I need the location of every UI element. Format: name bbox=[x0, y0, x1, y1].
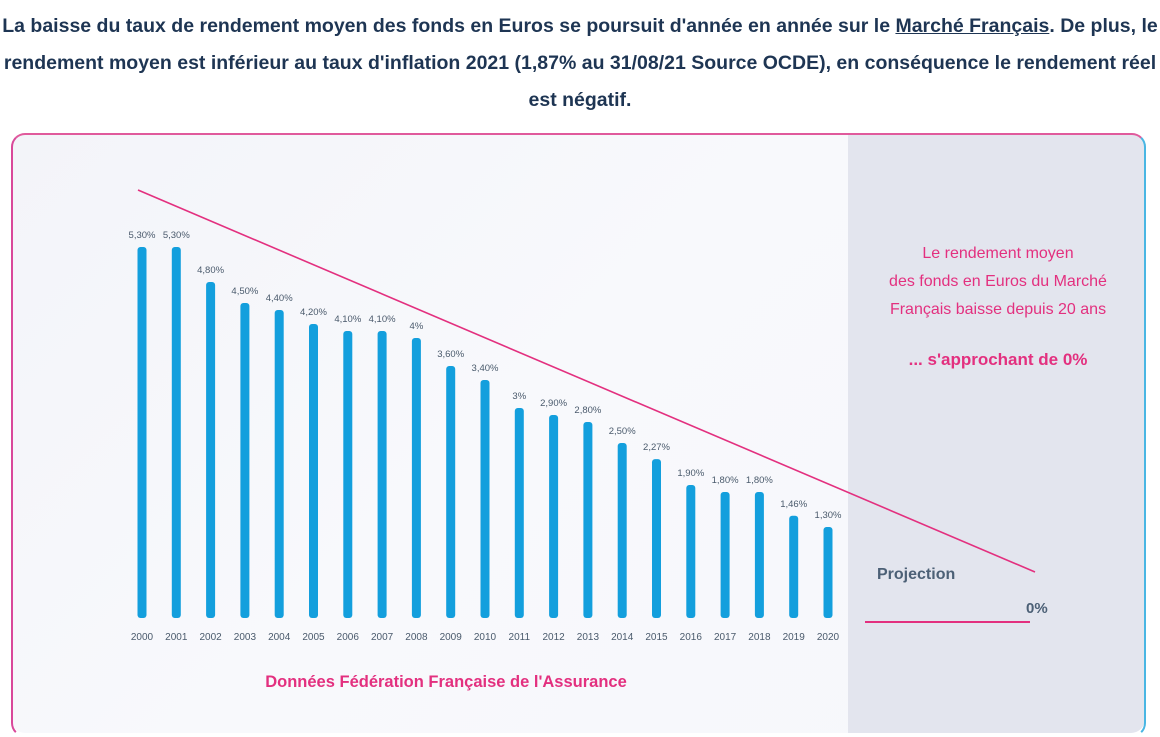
year-label-2019: 2019 bbox=[783, 632, 806, 643]
intro-text-part2: . De plus, le rendement moyen est inféri… bbox=[3, 15, 1158, 111]
bar-2011 bbox=[514, 408, 524, 618]
bar-2012 bbox=[549, 415, 559, 618]
side-text-line3: Français baisse depuis 20 ans bbox=[889, 301, 1107, 318]
bar-2002 bbox=[206, 282, 216, 618]
value-label-2014: 2,50% bbox=[609, 426, 636, 437]
value-label-2008: 4% bbox=[410, 321, 424, 332]
year-label-2015: 2015 bbox=[645, 632, 668, 643]
year-label-2007: 2007 bbox=[371, 632, 394, 643]
bar-2018 bbox=[754, 492, 764, 618]
year-label-2005: 2005 bbox=[302, 632, 325, 643]
bar-2013 bbox=[583, 422, 593, 618]
year-label-2001: 2001 bbox=[165, 632, 188, 643]
year-label-2018: 2018 bbox=[748, 632, 771, 643]
value-label-2001: 5,30% bbox=[163, 230, 190, 241]
bar-2001 bbox=[171, 247, 181, 618]
bar-2004 bbox=[274, 310, 284, 618]
value-label-2020: 1,30% bbox=[815, 510, 842, 521]
bar-2007 bbox=[377, 331, 387, 618]
value-label-2007: 4,10% bbox=[369, 314, 396, 325]
year-label-2013: 2013 bbox=[577, 632, 600, 643]
marche-francais-link[interactable]: Marché Français bbox=[895, 15, 1050, 37]
year-label-2016: 2016 bbox=[680, 632, 703, 643]
data-source: Données Fédération Française de l'Assura… bbox=[265, 673, 627, 691]
year-label-2009: 2009 bbox=[440, 632, 463, 643]
year-label-2014: 2014 bbox=[611, 632, 634, 643]
value-label-2009: 3,60% bbox=[437, 349, 464, 360]
bar-2003 bbox=[240, 303, 250, 618]
side-text-line1: Le rendement moyen bbox=[922, 245, 1074, 262]
bar-2006 bbox=[343, 331, 353, 618]
bar-2015 bbox=[652, 459, 661, 618]
year-label-2000: 2000 bbox=[131, 632, 154, 643]
value-label-2017: 1,80% bbox=[712, 475, 739, 486]
bar-2010 bbox=[480, 380, 490, 618]
bar-chart: 5,30% 5,30% 4,80% 4,50% 4,40% 4,20% 4,10% 4,10%… bbox=[129, 189, 1036, 643]
value-label-2000: 5,30% bbox=[129, 230, 156, 241]
year-label-2002: 2002 bbox=[199, 632, 222, 643]
year-label-2010: 2010 bbox=[474, 632, 497, 643]
year-label-2008: 2008 bbox=[405, 632, 428, 643]
year-label-2003: 2003 bbox=[234, 632, 257, 643]
year-label-2011: 2011 bbox=[509, 632, 531, 643]
intro-paragraph: La baisse du taux de rendement moyen des… bbox=[0, 8, 1160, 119]
value-label-2013: 2,80% bbox=[574, 405, 601, 416]
year-label-2006: 2006 bbox=[337, 632, 360, 643]
side-annotation: Le rendement moyen des fonds en Euros du… bbox=[848, 240, 1148, 324]
value-label-2019: 1,46% bbox=[780, 499, 807, 510]
value-label-2004: 4,40% bbox=[266, 293, 293, 304]
bar-2009 bbox=[446, 366, 456, 618]
side-subtext: ... s'approchant de 0% bbox=[908, 350, 1088, 369]
bar-2014 bbox=[617, 443, 627, 618]
projection-value: 0% bbox=[1026, 600, 1048, 617]
value-label-2003: 4,50% bbox=[231, 286, 258, 297]
value-label-2010: 3,40% bbox=[472, 363, 499, 374]
year-label-2004: 2004 bbox=[268, 632, 291, 643]
year-label-2020: 2020 bbox=[817, 632, 840, 643]
bar-2008 bbox=[411, 338, 421, 618]
value-label-2018: 1,80% bbox=[746, 475, 773, 486]
projection-label: Projection bbox=[877, 566, 956, 583]
value-label-2002: 4,80% bbox=[197, 265, 224, 276]
bar-2020 bbox=[823, 527, 833, 618]
side-text-line2: des fonds en Euros du Marché bbox=[889, 273, 1107, 290]
bar-2016 bbox=[686, 485, 696, 618]
year-label-2012: 2012 bbox=[542, 632, 565, 643]
trend-line bbox=[137, 189, 1036, 573]
value-label-2015: 2,27% bbox=[643, 442, 670, 453]
chart-panel bbox=[11, 133, 1145, 733]
year-label-2017: 2017 bbox=[714, 632, 737, 643]
intro-text-part1: La baisse du taux de rendement moyen des… bbox=[2, 15, 896, 37]
value-label-2011: 3% bbox=[512, 391, 526, 402]
bar-2019 bbox=[789, 515, 799, 618]
value-label-2016: 1,90% bbox=[677, 468, 704, 479]
value-label-2005: 4,20% bbox=[300, 307, 327, 318]
value-label-2012: 2,90% bbox=[540, 398, 567, 409]
bar-2005 bbox=[309, 324, 318, 618]
bar-2017 bbox=[720, 492, 730, 618]
value-label-2006: 4,10% bbox=[334, 314, 361, 325]
bar-2000 bbox=[137, 247, 147, 618]
projection-zone bbox=[848, 133, 1145, 733]
